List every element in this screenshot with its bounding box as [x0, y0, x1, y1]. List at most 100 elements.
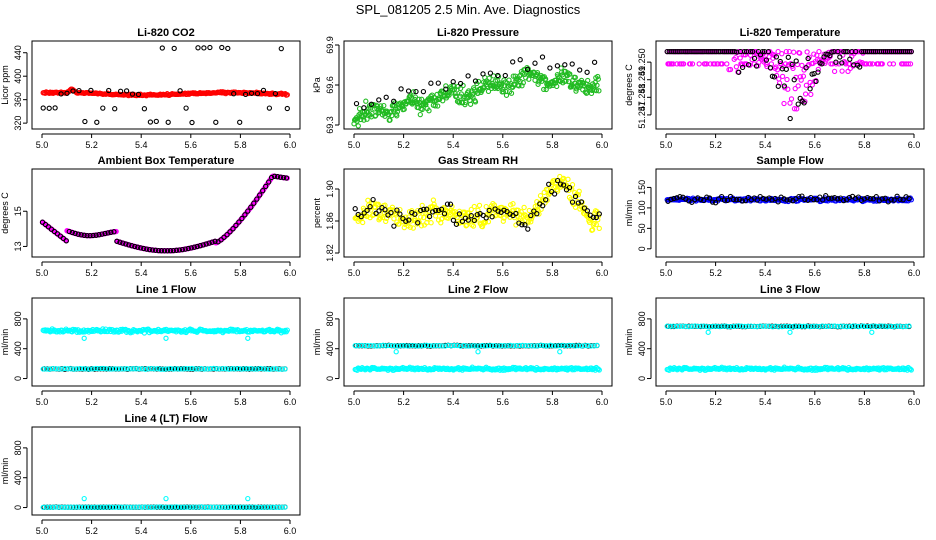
panel-10-cyan_low-point: [96, 504, 102, 510]
panel-8-cyan_high-point: [585, 342, 591, 349]
panel-10-cyan_low-point: [121, 504, 127, 510]
panel-6-points: [664, 193, 914, 206]
panel-10-cyan_low-point: [248, 504, 254, 510]
panel-6-raw-point: [817, 194, 823, 200]
panel-10-cyan_low-point: [108, 504, 115, 510]
panel-4-raw-point: [206, 240, 212, 246]
panel-2-dense-point: [520, 80, 526, 86]
panel-9-cyan_high-point: [813, 323, 819, 329]
panel-9-cyan_high-point: [835, 323, 841, 330]
panel-9-cyan_high-point: [689, 323, 695, 329]
panel-8-cyan_high-point: [532, 343, 538, 349]
panel-3-dense-point: [781, 100, 787, 107]
panel-3-raw-point: [785, 54, 791, 60]
panel-5-raw-point: [546, 181, 552, 187]
panel-3-xtick-label: 5.4: [759, 140, 772, 150]
panel-8-cyan_high-point: [516, 342, 523, 349]
panel-9-cyan_high-point: [683, 323, 689, 330]
panel-8-ylabel: ml/min: [312, 329, 322, 356]
panel-9-cyan_high-point: [720, 323, 726, 329]
panel-5-raw-point: [400, 215, 406, 222]
panel-5-dense-point: [533, 208, 539, 214]
panel-10-cyan_low-point: [245, 504, 251, 510]
panel-5-raw-point: [569, 199, 576, 205]
panel-10-cyan_low-point: [238, 504, 245, 510]
panel-2-dense-point: [469, 92, 476, 98]
panel-2-raw-point: [487, 70, 494, 76]
panel-5-raw-point: [495, 208, 501, 214]
panel-6-xtick-label: 5.2: [709, 268, 722, 278]
panel-1-raw-point: [171, 45, 177, 52]
panel-7-cyan_low-point: [59, 366, 65, 372]
panel-1-raw-point: [254, 90, 261, 97]
panel-3-raw-point: [767, 65, 774, 71]
panel-7-cyan_low-point: [211, 365, 217, 372]
panel-2-dense-point: [449, 90, 455, 96]
panel-5-dense-point: [576, 188, 582, 194]
panel-9-cyan_high-point: [819, 323, 825, 329]
panel-6-raw-point: [689, 199, 695, 205]
panel-9-cyan_high-point: [900, 323, 906, 330]
panel-9-cyan_high-point: [729, 323, 735, 330]
panel-10-cyan_low-point: [235, 504, 242, 510]
panels: Li-820 CO2 Licor ppm 5.0 5.2 5.4 5.6 5.8 6.0 320…: [0, 27, 925, 536]
panel-7-cyan_low-point: [43, 366, 49, 372]
panel-3-raw-point: [771, 74, 778, 80]
panel-2-dense-point: [580, 80, 587, 86]
panel-2-dense-point: [475, 78, 482, 85]
panel-9-cyan_high-point: [676, 323, 683, 329]
panel-7-cyan_low-point: [71, 366, 77, 372]
panel-3-dense-point: [787, 100, 793, 106]
panel-1-title: Li-820 CO2: [137, 27, 194, 39]
panel-10-cyan_low-point: [105, 504, 111, 510]
panel-7-ytick-label: 400: [13, 341, 23, 356]
panel-7-cyan_low-point: [279, 366, 285, 372]
panel-9-cyan_low-point: [908, 367, 914, 373]
panel-6-raw-point: [861, 196, 868, 202]
panel-2-dense-point: [355, 123, 361, 129]
panel-5-dense-point: [521, 204, 527, 211]
panel-7-cyan_low-point: [118, 366, 124, 372]
panel-1-xtick-label: 5.0: [36, 140, 49, 150]
panel-5-dense-point: [463, 223, 469, 229]
panel-10-cyan_low-point: [211, 504, 217, 510]
panel-9-ytick-label: 400: [637, 341, 647, 356]
panel-7-cyan_high-point: [81, 335, 87, 341]
panel-6-raw-point: [796, 193, 802, 200]
panel-4: Ambient Box Temperature degrees C 5.0 5.2 5.…: [0, 155, 301, 278]
panel-5-raw-point: [406, 217, 412, 223]
panel-1-dense-point: [284, 92, 290, 98]
panel-3-raw-point: [908, 48, 914, 55]
panel-2-xtick-label: 5.2: [397, 140, 410, 150]
panel-7-cyan_low-point: [204, 366, 211, 372]
panel-7-ytick-label: 0: [13, 376, 23, 381]
panel-8-cyan_high-point: [470, 343, 476, 349]
panel-2-raw-point: [361, 105, 367, 111]
panel-10-cyan_low-point: [133, 504, 139, 510]
panel-1-raw-point: [76, 87, 82, 94]
panel-8-cyan_high-point: [352, 342, 358, 349]
panel-7-cyan_low-point: [145, 366, 152, 372]
panel-2-raw-point: [368, 101, 375, 107]
panel-8: Line 2 Flow ml/min 5.0 5.2 5.4 5.6 5.8 6.0 0 400 8…: [312, 284, 613, 407]
panel-3-raw-point: [801, 100, 807, 106]
panel-5-raw-point: [528, 212, 534, 219]
panel-9-cyan_high-point: [779, 323, 785, 330]
panel-10-ytick-label: 0: [13, 505, 23, 510]
panel-10-cyan_low-point: [260, 504, 266, 510]
panel-9-cyan_high-point: [670, 323, 677, 329]
panel-8-xtick-label: 5.4: [447, 397, 460, 407]
panel-4-raw-point: [66, 228, 72, 235]
panel-10-cyan_low-point: [242, 504, 248, 510]
panel-8-cyan_high-point: [392, 343, 399, 349]
panel-1-raw-point: [278, 45, 284, 52]
panel-2-dense-point: [572, 74, 578, 81]
panel-5-dense-point: [410, 225, 416, 231]
panel-3-ytick-label: 51.249: [637, 66, 647, 94]
panel-7-cyan_low-point: [238, 366, 245, 372]
panel-2-dense-point: [563, 78, 569, 84]
panel-3-raw-point: [747, 48, 754, 55]
panel-8-cyan_high-point: [526, 342, 532, 349]
panel-4-raw-point: [129, 243, 135, 249]
panel-2-ytick-label: 69.3: [325, 116, 335, 134]
